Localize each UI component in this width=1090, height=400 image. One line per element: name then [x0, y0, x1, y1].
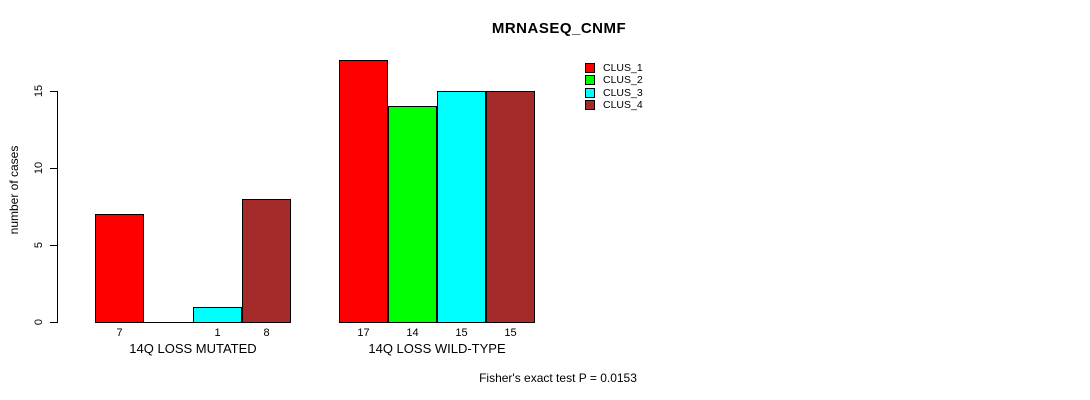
y-axis-line [57, 91, 58, 323]
y-axis-tick-label: 10 [33, 161, 45, 175]
bar-clus_4-group2 [486, 91, 535, 323]
y-axis-tick [50, 168, 57, 169]
bar-value-label: 17 [357, 327, 370, 339]
legend-label: CLUS_4 [603, 99, 643, 111]
legend-label: CLUS_3 [603, 87, 643, 99]
bar-clus_4-group1 [242, 199, 291, 323]
y-axis-tick [50, 245, 57, 246]
bar-value-label: 15 [504, 327, 517, 339]
bar-clus_2-group1 [144, 322, 193, 323]
category-label-group2: 14Q LOSS WILD-TYPE [368, 341, 506, 356]
legend-item-clus_3: CLUS_3 [585, 87, 643, 99]
legend-item-clus_2: CLUS_2 [585, 74, 643, 86]
bar-clus_2-group2 [388, 106, 437, 323]
legend-swatch-clus_2 [585, 75, 595, 85]
legend-label: CLUS_1 [603, 62, 643, 74]
legend-item-clus_1: CLUS_1 [585, 62, 643, 74]
bar-value-label: 14 [406, 327, 419, 339]
y-axis-tick-label: 0 [33, 318, 45, 326]
legend-item-clus_4: CLUS_4 [585, 99, 643, 111]
bar-clus_1-group2 [339, 60, 388, 323]
y-axis-tick-label: 15 [33, 84, 45, 98]
legend-label: CLUS_2 [603, 74, 643, 86]
y-axis-tick-label: 5 [33, 241, 45, 249]
y-axis-tick [50, 91, 57, 92]
bar-value-label: 7 [116, 327, 123, 339]
bar-clus_1-group1 [95, 214, 144, 323]
bar-clus_3-group1 [193, 307, 242, 323]
y-axis-label: number of cases [7, 145, 21, 235]
fisher-test-annotation: Fisher's exact test P = 0.0153 [479, 371, 637, 385]
bar-value-label: 8 [263, 327, 270, 339]
legend-swatch-clus_3 [585, 88, 595, 98]
legend-swatch-clus_4 [585, 100, 595, 110]
category-label-group1: 14Q LOSS MUTATED [129, 341, 257, 356]
bar-value-label: 15 [455, 327, 468, 339]
bar-value-label: 1 [214, 327, 221, 339]
chart-title: MRNASEQ_CNMF [491, 20, 627, 37]
y-axis-tick [50, 322, 57, 323]
bar-clus_3-group2 [437, 91, 486, 323]
legend-swatch-clus_1 [585, 63, 595, 73]
